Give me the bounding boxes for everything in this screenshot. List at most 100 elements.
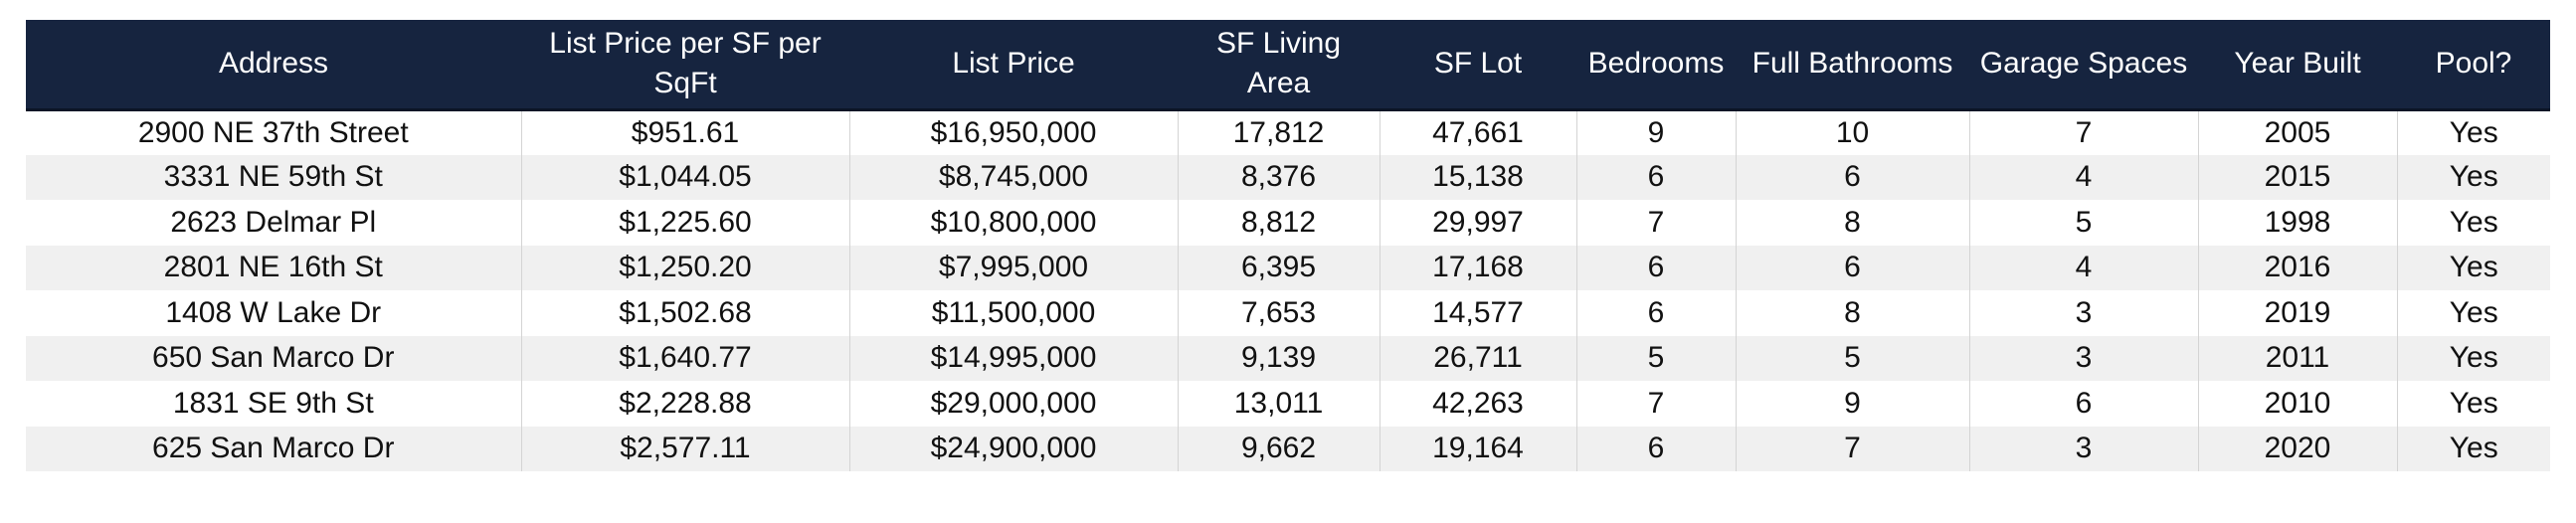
cell-full-bathrooms: 7 [1736,426,1970,471]
cell-bedrooms: 5 [1576,335,1737,381]
cell-garage-spaces: 3 [1969,290,2199,336]
cell-pool: Yes [2449,251,2498,284]
cell-address: 2623 Delmar Pl [26,200,522,246]
cell-sf-lot: 15,138 [1380,154,1577,200]
cell-year-built: 2019 [2198,290,2398,336]
cell-bedrooms: 6 [1576,245,1737,290]
table-row: 3331 NE 59th St $1,044.05 $8,745,000 8,3… [26,154,2550,200]
cell-price-per-sf: $1,502.68 [521,290,850,336]
cell-list-price: $14,995,000 [849,335,1179,381]
header-bedrooms: Bedrooms [1576,20,1736,111]
cell-year-built: 1998 [2198,200,2398,246]
cell-bedrooms: 9 [1576,109,1737,155]
cell-price-per-sf: $951.61 [521,109,850,155]
cell-sf-lot: 26,711 [1380,335,1577,381]
cell-list-price: $10,800,000 [849,200,1179,246]
cell-garage-spaces: 3 [1969,426,2199,471]
cell-pool: Yes [2449,205,2498,239]
cell-sf-living: 13,011 [1178,381,1380,427]
cell-address: 2801 NE 16th St [26,245,522,290]
cell-sf-lot: 19,164 [1380,426,1577,471]
cell-list-price: $29,000,000 [849,381,1179,427]
header-list-price: List Price [849,20,1178,111]
cell-sf-lot: 14,577 [1380,290,1577,336]
cell-bedrooms: 7 [1576,200,1737,246]
cell-list-price: $24,900,000 [849,426,1179,471]
cell-garage-spaces: 4 [1969,245,2199,290]
cell-list-price: $7,995,000 [849,245,1179,290]
header-sf-lot: SF Lot [1380,20,1576,111]
cell-sf-lot: 17,168 [1380,245,1577,290]
cell-address: 625 San Marco Dr [26,426,522,471]
cell-price-per-sf: $1,044.05 [521,154,850,200]
table-row: 1408 W Lake Dr $1,502.68 $11,500,000 7,6… [26,290,2550,336]
cell-year-built: 2020 [2198,426,2398,471]
cell-garage-spaces: 3 [1969,335,2199,381]
cell-garage-spaces: 5 [1969,200,2199,246]
cell-pool: Yes [2449,115,2498,149]
cell-sf-living: 9,139 [1178,335,1380,381]
cell-garage-spaces: 7 [1969,109,2199,155]
cell-year-built: 2016 [2198,245,2398,290]
cell-year-built: 2015 [2198,154,2398,200]
cell-list-price: $11,500,000 [849,290,1179,336]
cell-pool: Yes [2449,295,2498,329]
cell-sf-living: 9,662 [1178,426,1380,471]
cell-sf-living: 7,653 [1178,290,1380,336]
header-sf-living-area: SF Living Area [1178,20,1380,111]
cell-bedrooms: 7 [1576,381,1737,427]
table-row: 625 San Marco Dr $2,577.11 $24,900,000 9… [26,426,2550,471]
cell-price-per-sf: $1,250.20 [521,245,850,290]
cell-year-built: 2010 [2198,381,2398,427]
cell-pool: Yes [2449,386,2498,420]
cell-garage-spaces: 6 [1969,381,2199,427]
cell-address: 1831 SE 9th St [26,381,522,427]
cell-full-bathrooms: 9 [1736,381,1970,427]
header-pool: Pool? [2397,20,2550,111]
cell-bedrooms: 6 [1576,426,1737,471]
cell-price-per-sf: $1,640.77 [521,335,850,381]
cell-sf-living: 8,376 [1178,154,1380,200]
cell-pool: Yes [2449,160,2498,194]
table-row: 2900 NE 37th Street $951.61 $16,950,000 … [26,109,2550,155]
cell-address: 3331 NE 59th St [26,154,522,200]
table-row: 2623 Delmar Pl $1,225.60 $10,800,000 8,8… [26,200,2550,246]
cell-year-built: 2011 [2198,335,2398,381]
header-row: Address List Price per SF per SqFt List … [26,20,2550,111]
cell-sf-living: 17,812 [1178,109,1380,155]
cell-sf-lot: 42,263 [1380,381,1577,427]
header-garage-spaces: Garage Spaces [1969,20,2198,111]
cell-full-bathrooms: 8 [1736,290,1970,336]
cell-year-built: 2005 [2198,109,2398,155]
cell-full-bathrooms: 10 [1736,109,1970,155]
table-row: 1831 SE 9th St $2,228.88 $29,000,000 13,… [26,381,2550,427]
cell-bedrooms: 6 [1576,290,1737,336]
cell-pool: Yes [2449,341,2498,375]
cell-full-bathrooms: 6 [1736,245,1970,290]
cell-price-per-sf: $2,577.11 [521,426,850,471]
cell-full-bathrooms: 8 [1736,200,1970,246]
header-full-bathrooms: Full Bathrooms [1736,20,1969,111]
cell-address: 2900 NE 37th Street [26,109,522,155]
cell-address: 650 San Marco Dr [26,335,522,381]
cell-pool: Yes [2449,432,2498,465]
cell-sf-lot: 29,997 [1380,200,1577,246]
table-row: 650 San Marco Dr $1,640.77 $14,995,000 9… [26,335,2550,381]
cell-sf-living: 8,812 [1178,200,1380,246]
header-year-built: Year Built [2198,20,2397,111]
cell-list-price: $16,950,000 [849,109,1179,155]
cell-list-price: $8,745,000 [849,154,1179,200]
cell-sf-living: 6,395 [1178,245,1380,290]
header-address: Address [26,20,521,111]
header-list-price-per-sf: List Price per SF per SqFt [521,20,849,111]
property-table-container: Address List Price per SF per SqFt List … [26,20,2550,471]
cell-full-bathrooms: 5 [1736,335,1970,381]
cell-bedrooms: 6 [1576,154,1737,200]
cell-price-per-sf: $2,228.88 [521,381,850,427]
cell-garage-spaces: 4 [1969,154,2199,200]
cell-price-per-sf: $1,225.60 [521,200,850,246]
cell-sf-lot: 47,661 [1380,109,1577,155]
cell-address: 1408 W Lake Dr [26,290,522,336]
table-row: 2801 NE 16th St $1,250.20 $7,995,000 6,3… [26,245,2550,290]
cell-full-bathrooms: 6 [1736,154,1970,200]
